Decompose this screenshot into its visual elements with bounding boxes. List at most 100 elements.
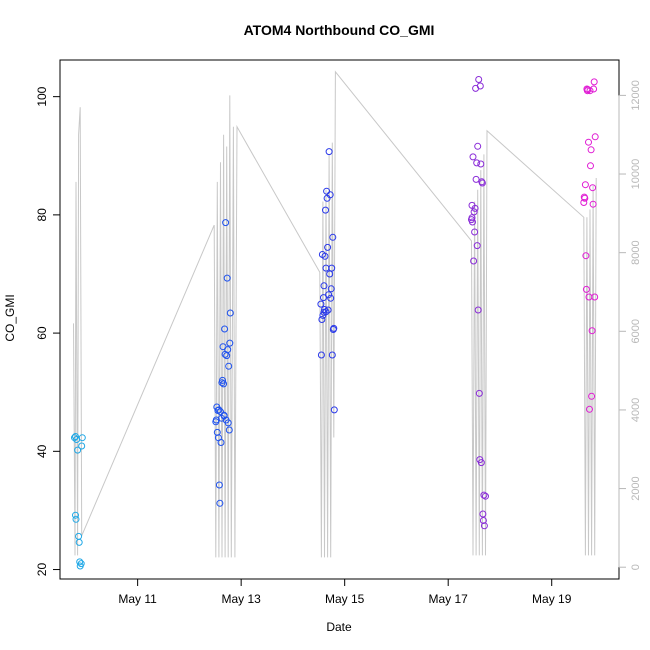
data-point [321,252,329,260]
data-point [221,325,229,333]
x-tick-label: May 11 [118,592,157,606]
y2-tick-label: 4000 [630,398,642,422]
y2-axis: 0 2000 4000 6000 8000 10000 12000 [618,80,642,570]
data-point [581,194,589,202]
data-point [226,309,234,317]
data-point [72,433,79,440]
altitude-line [73,70,597,558]
data-point [224,346,232,354]
series-4 [468,76,489,530]
y2-tick-label: 0 [630,564,642,570]
x-axis: May 11 May 13 May 15 May 17 May 19 [118,578,572,606]
y-tick-label: 100 [35,86,49,106]
data-point [591,133,599,141]
data-point [476,82,484,90]
data-point [468,214,476,222]
data-point [328,351,336,359]
data-point [77,560,85,568]
data-point [217,408,224,416]
data-point [585,138,592,146]
data-point [588,392,596,400]
y2-tick-label: 2000 [630,476,642,500]
data-point [72,515,80,523]
data-point [480,522,488,530]
scatter-points [71,76,599,570]
data-point [324,306,332,314]
data-point [473,242,481,250]
data-point [472,175,480,183]
data-point [320,282,328,290]
data-point [330,406,338,414]
data-point [217,439,225,446]
data-point [589,200,597,208]
data-point [582,285,590,293]
data-point [474,142,482,150]
data-point [215,406,223,414]
data-point [320,294,327,302]
data-point [474,306,482,314]
data-point [469,218,476,226]
data-point [225,362,233,370]
data-point [477,160,485,168]
data-point [475,76,483,83]
data-point [75,538,83,546]
data-point [588,327,596,335]
data-point [478,179,486,187]
data-point [75,532,83,540]
data-point [220,411,228,419]
x-axis-label: Date [326,620,352,634]
series-1 [71,433,86,570]
data-point [322,308,330,316]
y-tick-label: 80 [35,208,49,222]
data-point [322,206,329,214]
data-point [220,380,228,388]
data-point [72,511,79,519]
data-point [71,434,78,442]
data-point [590,85,598,93]
series-2 [212,219,234,507]
data-point [469,153,477,161]
series-5 [580,78,599,413]
y-tick-label: 60 [35,326,49,340]
data-point [78,434,86,442]
y-axis: 20 40 60 80 100 [35,86,61,577]
data-point [325,148,333,156]
y-tick-label: 20 [35,563,49,577]
y2-tick-label: 6000 [630,319,642,343]
data-point [224,419,232,427]
data-point [76,558,84,566]
data-point [587,146,595,154]
data-point [330,324,338,332]
data-point [471,204,479,212]
x-tick-label: May 17 [429,592,469,606]
data-point [317,300,325,308]
data-point [327,285,335,293]
data-point [78,442,86,450]
y2-tick-label: 8000 [630,240,642,264]
x-tick-label: May 15 [325,592,365,606]
data-point [587,162,594,170]
data-point [216,499,224,507]
y-tick-label: 40 [35,444,49,458]
data-point [323,187,331,195]
y2-tick-label: 12000 [630,80,642,111]
data-point [475,389,483,397]
data-point [219,376,226,384]
data-point [74,446,82,454]
data-point [325,291,333,299]
data-point [580,199,588,206]
data-point [479,510,487,518]
data-point [223,274,231,282]
data-point [317,351,325,359]
data-point [215,481,223,489]
data-point [590,78,598,86]
series-3 [317,148,338,414]
x-tick-label: May 13 [221,592,261,606]
data-point [329,233,337,241]
data-point [477,459,485,467]
x-tick-label: May 19 [532,592,572,606]
data-point [222,219,230,227]
data-point [225,426,233,434]
data-point [480,491,488,499]
